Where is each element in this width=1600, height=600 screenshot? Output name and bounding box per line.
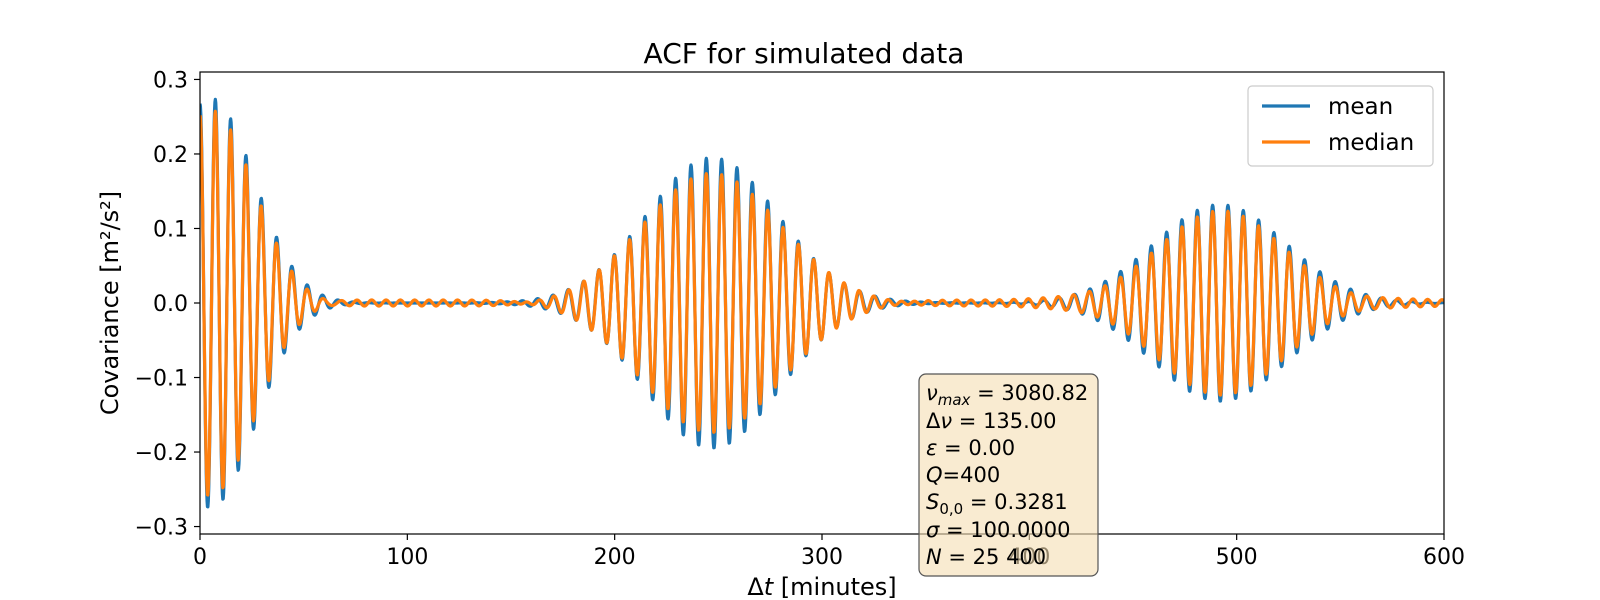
param-delta-nu: Δν = 135.00: [926, 409, 1057, 433]
legend-label-mean: mean: [1328, 94, 1393, 120]
param-nu-max: νmax = 3080.82: [926, 381, 1088, 409]
y-tick-label: 0.2: [153, 143, 188, 168]
param-s00: S0,0 = 0.3281: [926, 490, 1068, 518]
x-tick-label: 600: [1423, 545, 1465, 570]
x-axis-label: Δt [minutes]: [747, 573, 896, 600]
y-tick-label: 0.3: [153, 68, 188, 93]
x-axis-label-var: t: [764, 573, 775, 600]
y-tick-label: −0.2: [135, 441, 188, 466]
x-tick-label: 300: [801, 545, 843, 570]
parameter-box: [918, 373, 1099, 577]
y-tick-label: −0.1: [135, 367, 188, 392]
y-tick-label: 0.1: [153, 217, 188, 242]
chart-title: ACF for simulated data: [644, 37, 965, 70]
x-tick-label: 500: [1216, 545, 1258, 570]
x-axis-label-unit: [minutes]: [781, 573, 897, 600]
legend-label-median: median: [1328, 130, 1414, 156]
series-line-median: [200, 109, 1444, 497]
y-tick-label: −0.3: [135, 516, 188, 541]
y-axis-ticks: −0.3 −0.2 −0.1 0.0 0.1 0.2 0.3: [135, 68, 200, 541]
param-q: Q=400: [926, 463, 1000, 487]
parameter-annotation: νmax = 3080.82 Δν = 135.00 ε = 0.00 Q=40…: [918, 373, 1099, 577]
param-n: N = 25 400: [926, 545, 1046, 569]
x-tick-label: 100: [386, 545, 428, 570]
y-tick-label: 0.0: [153, 292, 188, 317]
legend: mean median: [1247, 85, 1434, 167]
x-tick-label: 200: [594, 545, 636, 570]
param-sigma: σ = 100.0000: [926, 518, 1070, 542]
x-axis-label-delta: Δ: [747, 573, 764, 600]
x-axis-ticks: 0100200300400500600: [193, 534, 1465, 570]
param-epsilon: ε = 0.00: [926, 436, 1015, 460]
series-group: [200, 97, 1444, 509]
y-axis-label: Covariance [m²/s²]: [96, 191, 124, 415]
x-tick-label: 0: [193, 545, 207, 570]
